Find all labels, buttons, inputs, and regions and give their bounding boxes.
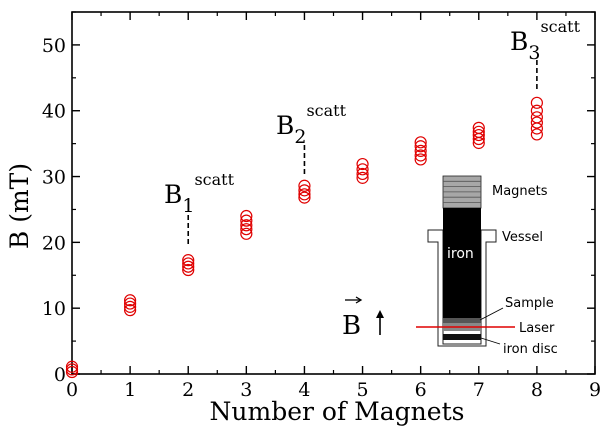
data-point	[472, 128, 485, 142]
y-tick-label: 50	[42, 35, 66, 57]
data-point	[124, 294, 137, 307]
data-point	[414, 144, 427, 157]
x-tick-label: 4	[298, 379, 310, 401]
y-tick-label: 10	[42, 298, 66, 320]
data-point	[298, 188, 311, 201]
annotation-sub: 2	[294, 126, 306, 148]
iron-disc	[443, 334, 481, 340]
data-point	[356, 167, 369, 181]
data-point	[356, 157, 369, 171]
data-point	[472, 121, 485, 134]
laser-label: Laser	[519, 321, 555, 336]
x-tick-label: 1	[124, 379, 136, 401]
data-point	[240, 219, 253, 232]
iron-disc-pointer	[480, 337, 501, 345]
data-point	[356, 171, 369, 184]
data-point	[124, 297, 137, 310]
data-point	[414, 140, 427, 153]
data-point	[124, 300, 137, 313]
data-point	[182, 254, 195, 267]
y-tick-label: 20	[42, 232, 66, 254]
annotation-sup: scatt	[306, 101, 346, 120]
data-point	[298, 179, 311, 192]
annotation-sup: scatt	[194, 170, 234, 189]
data-point	[530, 116, 543, 129]
data-point	[240, 227, 253, 240]
data-point	[182, 263, 195, 277]
data-point	[124, 304, 137, 317]
x-tick-label: 7	[473, 379, 485, 401]
data-point	[298, 184, 311, 197]
x-tick-label: 6	[415, 379, 427, 401]
iron-core	[443, 208, 481, 318]
data-point	[240, 223, 253, 236]
annotation-base: B	[164, 180, 182, 209]
iron-label: iron	[447, 246, 474, 262]
x-tick-label: 3	[240, 379, 252, 401]
x-tick-label: 5	[357, 379, 369, 401]
sample-label: Sample	[505, 296, 554, 311]
field-arrow-head	[376, 310, 384, 318]
x-tick-label: 8	[531, 379, 543, 401]
vessel-outline	[427, 229, 497, 347]
inset-diagram: Magnets Vessel iron Sample Laser iron disc B	[342, 175, 558, 357]
y-tick-label: 40	[42, 101, 66, 123]
data-point	[356, 163, 369, 176]
annotation-sub: 1	[182, 195, 194, 217]
x-axis-label: Number of Magnets	[210, 397, 465, 426]
vessel-label: Vessel	[502, 230, 543, 245]
data-point	[182, 257, 195, 270]
annotation-text: B3scatt	[510, 17, 581, 64]
data-point	[414, 136, 427, 149]
data-point	[530, 104, 543, 117]
y-tick-label: 0	[54, 364, 66, 386]
data-point	[472, 125, 485, 138]
x-tick-label: 9	[589, 379, 600, 401]
data-point	[530, 111, 543, 124]
y-axis-label: B (mT)	[5, 163, 34, 249]
annotation-b1-scatt: B1scatt	[164, 170, 235, 245]
y-tick-label: 30	[42, 167, 66, 189]
data-point	[414, 153, 427, 166]
magnets-label: Magnets	[492, 184, 548, 199]
iron-disc-label: iron disc	[503, 342, 558, 357]
annotation-base: B	[510, 27, 528, 56]
annotation-base: B	[276, 111, 294, 140]
data-point	[65, 360, 79, 373]
data-point	[240, 209, 253, 223]
annotation-sup: scatt	[540, 17, 580, 36]
data-point	[298, 191, 311, 204]
annotation-text: B2scatt	[276, 101, 347, 148]
annotation-sub: 3	[528, 42, 540, 64]
data-points-layer	[65, 96, 543, 379]
x-tick-label: 2	[182, 379, 194, 401]
data-point	[182, 260, 195, 273]
sample-layer	[443, 318, 481, 323]
data-point	[530, 128, 543, 141]
annotation-b2-scatt: B2scatt	[276, 101, 347, 176]
data-point	[414, 149, 427, 162]
field-label: B	[342, 311, 361, 341]
x-tick-label: 0	[66, 379, 78, 401]
data-point	[240, 214, 253, 227]
sample-pointer	[479, 307, 504, 321]
field-vector-head	[355, 296, 363, 304]
annotation-text: B1scatt	[164, 170, 235, 217]
axes-layer: 0 1 2 3 4 5 6 7 8 9 0 10 20 30 40 50	[42, 11, 600, 401]
annotation-b3-scatt: B3scatt	[510, 17, 581, 91]
data-point	[530, 96, 543, 109]
